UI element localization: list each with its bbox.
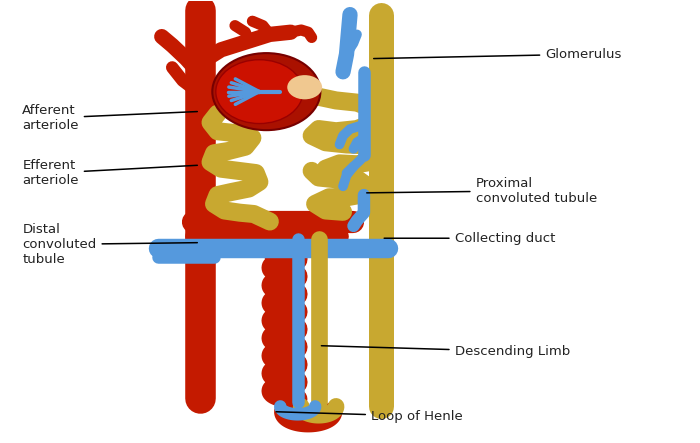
Text: Afferent
arteriole: Afferent arteriole — [22, 104, 197, 132]
Text: Distal
convoluted
tubule: Distal convoluted tubule — [22, 223, 197, 266]
Ellipse shape — [216, 60, 303, 124]
Text: Loop of Henle: Loop of Henle — [276, 410, 463, 423]
Text: Efferent
arteriole: Efferent arteriole — [22, 159, 197, 187]
Text: Descending Limb: Descending Limb — [321, 345, 570, 358]
Ellipse shape — [287, 75, 322, 99]
Text: Glomerulus: Glomerulus — [374, 48, 622, 61]
Text: Collecting duct: Collecting duct — [384, 232, 555, 245]
Text: Proximal
convoluted tubule: Proximal convoluted tubule — [367, 177, 596, 205]
Ellipse shape — [212, 53, 321, 130]
